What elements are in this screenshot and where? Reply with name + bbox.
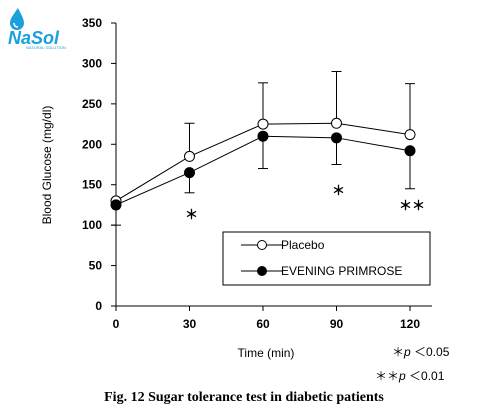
legend-marker-placebo — [257, 240, 267, 250]
y-ticks: 0 50 100 150 200 250 300 350 — [82, 16, 116, 313]
note-threshold: ＜0.05 — [414, 345, 450, 359]
x-ticks: 0 30 60 90 120 — [113, 306, 420, 331]
legend-label-evening-primrose: EVENING PRIMROSE — [281, 264, 402, 278]
point-evening-primrose — [110, 199, 122, 211]
significance-mark: ＊＊ — [399, 198, 425, 213]
point-evening-primrose — [331, 132, 342, 144]
y-tick-label: 350 — [82, 16, 102, 30]
significance-note-001: ＊＊p ＜0.01 — [375, 367, 444, 384]
y-tick-label: 200 — [82, 137, 102, 151]
nasol-logo: NaSol NATURAL SOLUTION — [4, 6, 84, 50]
point-evening-primrose — [257, 130, 269, 142]
logo-brand-text: NaSol — [8, 28, 60, 48]
legend-marker-evening-primrose — [257, 266, 267, 276]
point-placebo — [331, 117, 342, 129]
point-placebo — [257, 118, 269, 130]
axes — [115, 23, 432, 307]
note-threshold: ＜0.01 — [409, 369, 445, 383]
figure-caption: Fig. 12 Sugar tolerance test in diabetic… — [104, 390, 384, 405]
logo-mark: NaSol NATURAL SOLUTION — [8, 8, 66, 50]
logo-tagline: NATURAL SOLUTION — [26, 45, 66, 50]
x-tick-label: 0 — [113, 317, 120, 331]
data-points — [110, 117, 416, 211]
legend: Placebo EVENING PRIMROSE — [222, 231, 431, 286]
note-stars: ＊ — [392, 345, 405, 359]
x-tick-label: 120 — [400, 317, 420, 331]
y-tick-label: 50 — [89, 259, 103, 273]
point-placebo — [184, 150, 195, 162]
note-stars: ＊＊ — [375, 369, 400, 383]
y-tick-label: 0 — [95, 299, 102, 313]
legend-label-placebo: Placebo — [281, 238, 325, 252]
significance-note-005: ＊p ＜0.05 — [392, 343, 449, 360]
significance-mark: ＊ — [332, 183, 345, 198]
error-bars — [111, 71, 415, 226]
note-p: p — [404, 345, 411, 359]
x-axis-title: Time (min) — [238, 346, 295, 360]
point-evening-primrose — [404, 145, 416, 157]
y-axis-title: Blood Glucose (mg/dl) — [40, 106, 54, 225]
x-tick-label: 30 — [183, 317, 197, 331]
y-tick-label: 150 — [82, 178, 102, 192]
legend-box — [222, 231, 431, 286]
note-p: p — [399, 369, 406, 383]
significance-mark: ＊ — [185, 207, 198, 222]
x-tick-label: 90 — [330, 317, 344, 331]
point-placebo — [404, 129, 416, 141]
point-evening-primrose — [184, 167, 195, 179]
y-tick-label: 300 — [82, 56, 102, 70]
y-tick-label: 250 — [82, 97, 102, 111]
significance-marks: ＊＊＊＊ — [185, 183, 425, 222]
blood-glucose-chart: 0 50 100 150 200 250 300 350 0 30 60 90 120 Blood G… — [40, 16, 432, 360]
y-tick-label: 100 — [82, 218, 102, 232]
x-tick-label: 60 — [256, 317, 270, 331]
